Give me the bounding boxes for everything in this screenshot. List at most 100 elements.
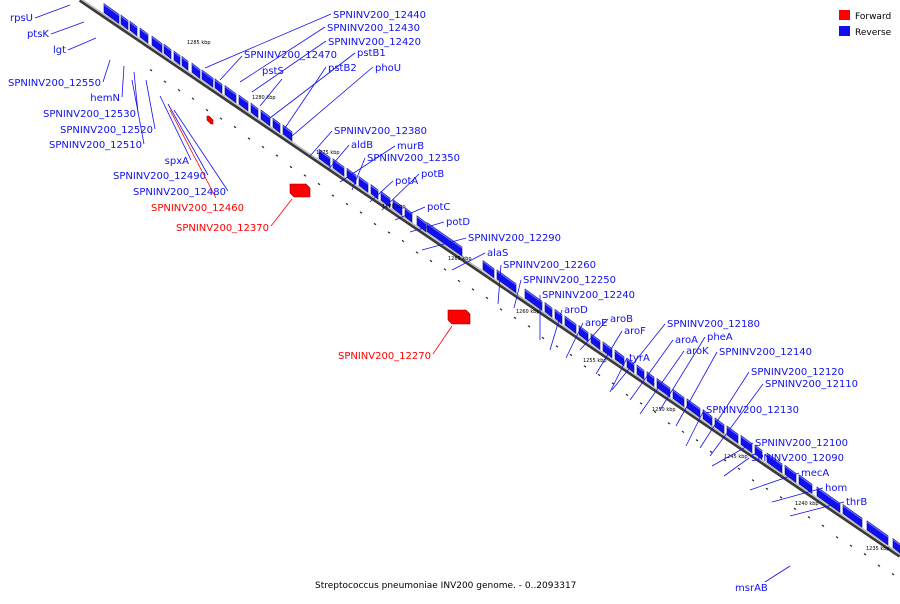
gene-label-reverse[interactable]: pheA — [707, 332, 733, 343]
gene-block-reverse[interactable] — [766, 452, 783, 474]
gene-block-reverse[interactable] — [740, 434, 753, 454]
gene-label-reverse[interactable]: aroA — [675, 335, 698, 346]
gene-label-reverse[interactable]: murB — [397, 141, 424, 152]
gene-block-reverse[interactable] — [404, 207, 413, 223]
gene-label-reverse[interactable]: msrAB — [735, 583, 768, 594]
gene-block-reverse[interactable] — [426, 222, 463, 257]
gene-label-forward[interactable]: SPNINV200_12370 — [176, 223, 269, 234]
gene-label-reverse[interactable]: pstB2 — [328, 63, 357, 74]
gene-label-reverse[interactable]: SPNINV200_12520 — [60, 125, 153, 136]
gene-block-reverse[interactable] — [392, 198, 403, 216]
gene-block-reverse[interactable] — [656, 377, 671, 398]
gene-block-reverse[interactable] — [318, 148, 331, 168]
gene-block-reverse[interactable] — [250, 102, 259, 119]
gene-label-reverse[interactable]: SPNINV200_12240 — [542, 290, 635, 301]
gene-block-reverse[interactable] — [214, 78, 223, 94]
gene-label-reverse[interactable]: SPNINV200_12480 — [133, 187, 226, 198]
gene-label-reverse[interactable]: phoU — [375, 63, 401, 74]
gene-label-reverse[interactable]: SPNINV200_12130 — [706, 405, 799, 416]
gene-label-reverse[interactable]: SPNINV200_12260 — [503, 260, 596, 271]
gene-block-reverse[interactable] — [726, 425, 739, 444]
gene-label-reverse[interactable]: aroE — [585, 318, 607, 329]
gene-label-reverse[interactable]: SPNINV200_12430 — [327, 23, 420, 34]
gene-block-reverse[interactable] — [626, 357, 635, 374]
gene-label-reverse[interactable]: potC — [427, 202, 450, 213]
gene-block-forward[interactable] — [206, 115, 214, 125]
gene-block-reverse[interactable] — [544, 301, 553, 318]
gene-label-reverse[interactable]: hom — [825, 483, 847, 494]
gene-block-reverse[interactable] — [346, 167, 357, 185]
gene-label-reverse[interactable]: aroB — [610, 314, 633, 325]
gene-label-reverse[interactable]: pstB1 — [357, 48, 386, 59]
gene-block-reverse[interactable] — [590, 333, 601, 351]
gene-label-reverse[interactable]: potA — [395, 176, 418, 187]
gene-label-reverse[interactable]: lgt — [53, 45, 66, 56]
gene-label-reverse[interactable]: SPNINV200_12510 — [49, 140, 142, 151]
gene-block-reverse[interactable] — [181, 55, 189, 71]
gene-block-reverse[interactable] — [564, 315, 577, 334]
gene-block-forward[interactable] — [447, 309, 471, 325]
gene-block-reverse[interactable] — [482, 259, 495, 279]
gene-label-reverse[interactable]: SPNINV200_12490 — [113, 171, 206, 182]
gene-block-reverse[interactable] — [332, 158, 345, 177]
gene-block-reverse[interactable] — [103, 3, 120, 25]
gene-label-reverse[interactable]: SPNINV200_12380 — [334, 126, 427, 137]
gene-block-reverse[interactable] — [272, 117, 281, 134]
gene-block-reverse[interactable] — [139, 27, 149, 44]
gene-block-reverse[interactable] — [151, 35, 163, 54]
gene-label-forward[interactable]: SPNINV200_12270 — [338, 351, 431, 362]
gene-block-reverse[interactable] — [646, 371, 655, 387]
gene-label-reverse[interactable]: aldB — [351, 140, 373, 151]
gene-block-reverse[interactable] — [842, 504, 863, 528]
gene-block-reverse[interactable] — [224, 85, 237, 104]
gene-label-reverse[interactable]: spxA — [165, 156, 189, 167]
gene-block-reverse[interactable] — [201, 69, 214, 88]
gene-label-reverse[interactable]: SPNINV200_12100 — [755, 438, 848, 449]
gene-block-reverse[interactable] — [614, 349, 625, 367]
gene-block-reverse[interactable] — [238, 94, 249, 112]
gene-label-forward[interactable]: SPNINV200_12460 — [151, 203, 244, 214]
gene-block-reverse[interactable] — [602, 341, 613, 359]
gene-label-reverse[interactable]: mecA — [801, 468, 829, 479]
gene-block-reverse[interactable] — [524, 288, 543, 311]
gene-label-reverse[interactable]: hemN — [90, 93, 120, 104]
gene-block-reverse[interactable] — [672, 388, 685, 408]
gene-block-reverse[interactable] — [282, 124, 293, 142]
gene-label-reverse[interactable]: SPNINV200_12250 — [523, 275, 616, 286]
gene-block-reverse[interactable] — [784, 464, 797, 484]
gene-block-reverse[interactable] — [554, 308, 563, 325]
gene-label-reverse[interactable]: SPNINV200_12290 — [468, 233, 561, 244]
gene-block-reverse[interactable] — [370, 184, 379, 200]
gene-block-reverse[interactable] — [260, 109, 271, 127]
gene-label-reverse[interactable]: thrB — [846, 497, 867, 508]
gene-block-reverse[interactable] — [173, 50, 181, 66]
gene-label-reverse[interactable]: SPNINV200_12550 — [8, 78, 101, 89]
gene-block-forward[interactable] — [289, 183, 311, 198]
gene-block-reverse[interactable] — [892, 537, 900, 554]
gene-label-reverse[interactable]: SPNINV200_12470 — [244, 50, 337, 61]
gene-block-reverse[interactable] — [866, 520, 889, 546]
gene-label-reverse[interactable]: potB — [421, 169, 444, 180]
gene-block-reverse[interactable] — [798, 474, 813, 494]
gene-block-reverse[interactable] — [120, 14, 129, 31]
gene-label-reverse[interactable]: SPNINV200_12120 — [751, 367, 844, 378]
gene-label-reverse[interactable]: SPNINV200_12530 — [43, 109, 136, 120]
gene-block-reverse[interactable] — [129, 20, 138, 37]
gene-block-reverse[interactable] — [496, 269, 517, 294]
gene-label-reverse[interactable]: ptsK — [27, 29, 49, 40]
gene-label-reverse[interactable]: SPNINV200_12420 — [328, 37, 421, 48]
gene-block-reverse[interactable] — [636, 364, 645, 381]
gene-label-reverse[interactable]: SPNINV200_12180 — [667, 319, 760, 330]
gene-block-reverse[interactable] — [754, 444, 763, 461]
gene-block-reverse[interactable] — [816, 486, 841, 513]
gene-label-reverse[interactable]: SPNINV200_12440 — [333, 10, 426, 21]
gene-label-reverse[interactable]: SPNINV200_12350 — [367, 153, 460, 164]
gene-block-reverse[interactable] — [163, 43, 172, 60]
gene-label-reverse[interactable]: SPNINV200_12110 — [765, 379, 858, 390]
gene-block-reverse[interactable] — [702, 409, 713, 427]
gene-label-reverse[interactable]: SPNINV200_12090 — [751, 453, 844, 464]
gene-label-reverse[interactable]: aroK — [686, 346, 709, 357]
gene-label-reverse[interactable]: SPNINV200_12140 — [719, 347, 812, 358]
gene-label-reverse[interactable]: aroF — [624, 326, 646, 337]
gene-label-reverse[interactable]: alaS — [487, 248, 508, 259]
